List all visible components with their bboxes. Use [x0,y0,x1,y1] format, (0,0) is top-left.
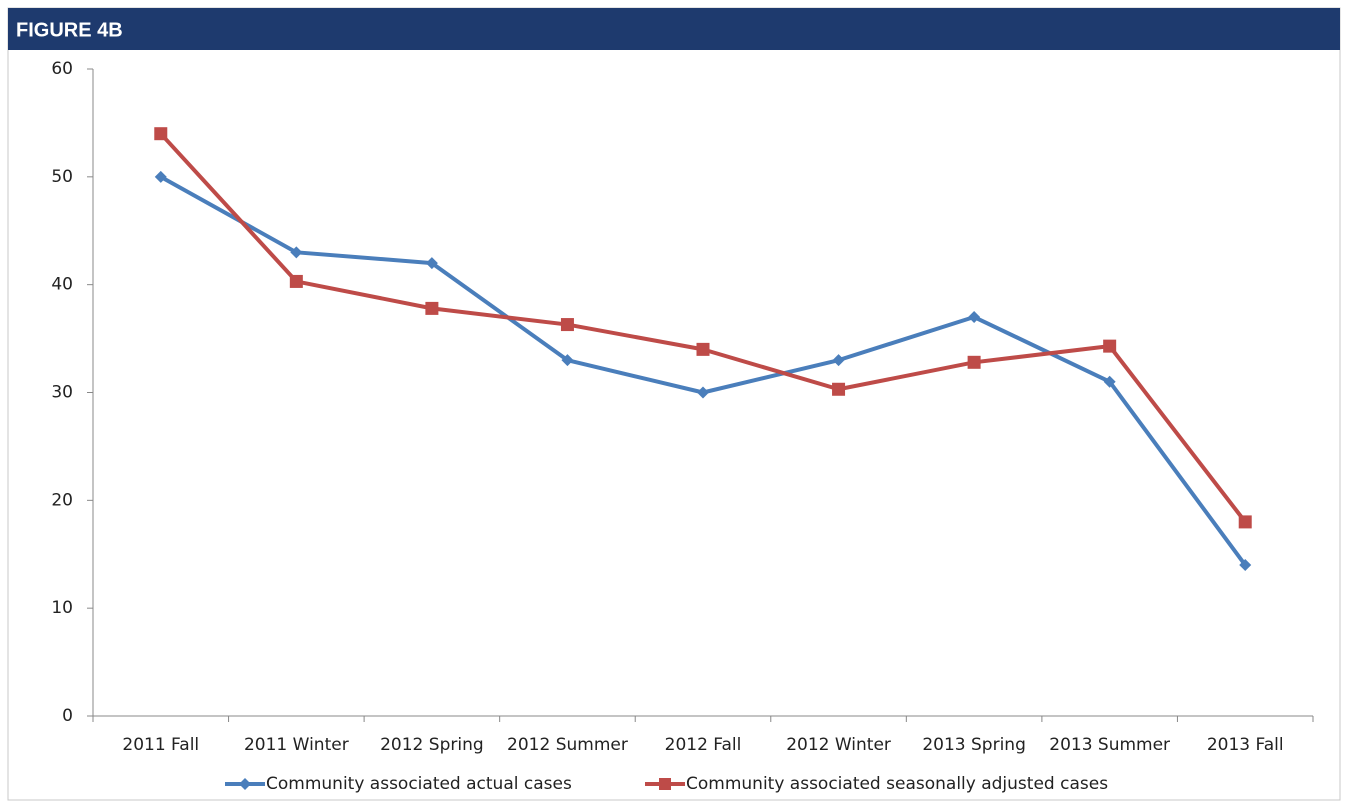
marker-diamond [425,257,438,270]
marker-square [696,342,710,356]
marker-diamond [1239,559,1252,572]
x-tick-label: 2011 Winter [244,735,349,755]
marker-square [289,274,303,288]
x-tick-label: 2013 Fall [1207,735,1284,755]
chart-title: FIGURE 4B [16,19,123,41]
y-tick-label: 60 [51,59,73,79]
legend-label: Community associated seasonally adjusted… [686,774,1108,794]
y-tick-label: 50 [51,167,73,187]
y-tick-label: 20 [51,490,73,510]
marker-square [659,778,671,790]
marker-square [1238,515,1252,529]
x-tick-label: 2012 Fall [665,735,742,755]
marker-diamond [1103,375,1116,388]
marker-diamond [968,311,981,324]
y-tick-label: 0 [62,706,73,726]
marker-square [967,355,981,369]
legend-label: Community associated actual cases [266,774,572,794]
marker-diamond [239,778,251,790]
x-tick-label: 2013 Summer [1049,735,1170,755]
marker-diamond [832,354,845,367]
marker-diamond [561,354,574,367]
x-tick-label: 2013 Spring [922,735,1026,755]
y-tick-label: 30 [51,383,73,403]
figure-frame [7,7,1341,801]
marker-square [154,127,168,141]
y-tick-label: 10 [51,598,73,618]
marker-square [425,301,439,315]
x-tick-label: 2012 Winter [786,735,891,755]
marker-square [1103,339,1117,353]
x-tick-label: 2012 Summer [507,735,628,755]
x-tick-label: 2012 Spring [380,735,484,755]
marker-square [832,382,846,396]
marker-square [560,318,574,332]
marker-diamond [154,170,167,183]
figure-header [8,8,1340,50]
marker-diamond [697,386,709,399]
y-tick-label: 40 [51,275,73,295]
marker-diamond [290,246,303,259]
x-tick-label: 2011 Fall [122,735,199,755]
